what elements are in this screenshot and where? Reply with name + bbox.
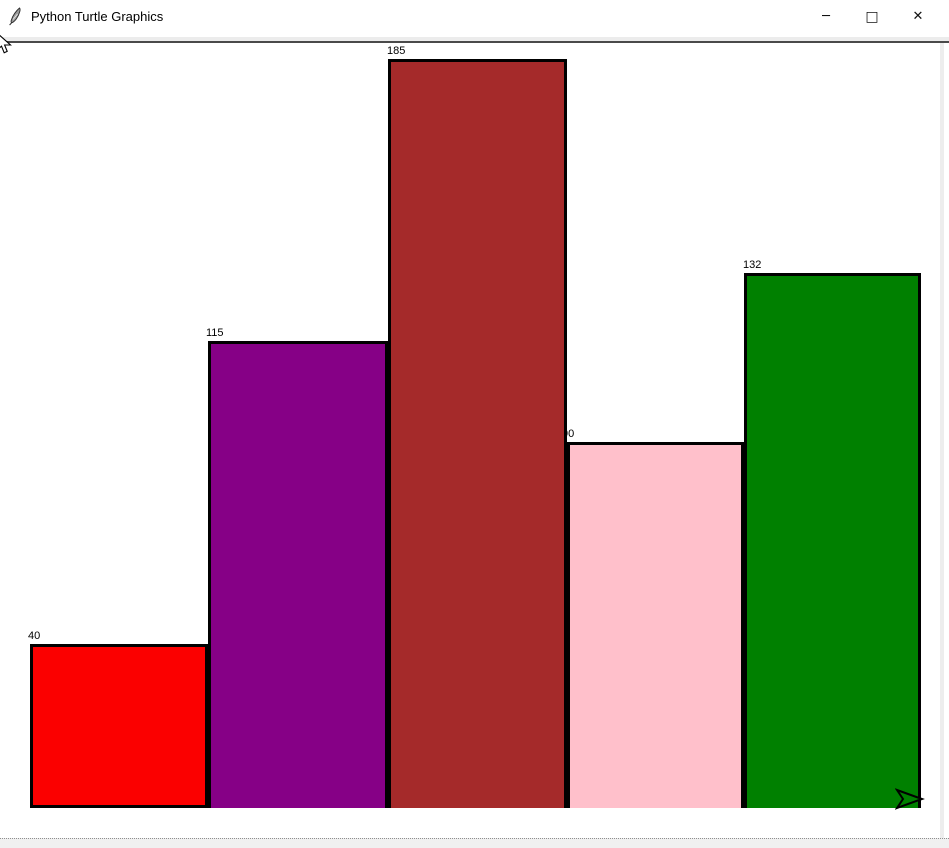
bar-value-label-3: 185 [387, 45, 406, 57]
turtle-arrow-icon [895, 788, 925, 810]
bar-value-label-5: 132 [743, 259, 762, 271]
window-titlebar: Python Turtle Graphics ─ □ ✕ [0, 0, 949, 36]
minimize-button[interactable]: ─ [803, 0, 849, 33]
canvas-top-border [0, 37, 949, 43]
mouse-arrow-icon [0, 34, 12, 54]
bar-1 [30, 644, 208, 808]
bar-4 [567, 442, 744, 808]
maximize-button[interactable]: □ [849, 0, 895, 33]
bar-5 [744, 273, 921, 808]
bar-2 [208, 341, 388, 808]
bar-3 [388, 59, 567, 808]
bar-value-label-1: 40 [28, 630, 41, 642]
canvas-right-border [940, 43, 944, 838]
close-button[interactable]: ✕ [895, 0, 941, 33]
bar-value-label-2: 115 [206, 327, 224, 339]
turtle-canvas: 40 115 185 90 132 [0, 43, 949, 838]
titlebar-left: Python Turtle Graphics [0, 0, 163, 33]
canvas-bottom-border [0, 838, 949, 848]
window-controls: ─ □ ✕ [803, 0, 941, 33]
feather-icon [9, 7, 21, 26]
window-title: Python Turtle Graphics [31, 9, 164, 24]
